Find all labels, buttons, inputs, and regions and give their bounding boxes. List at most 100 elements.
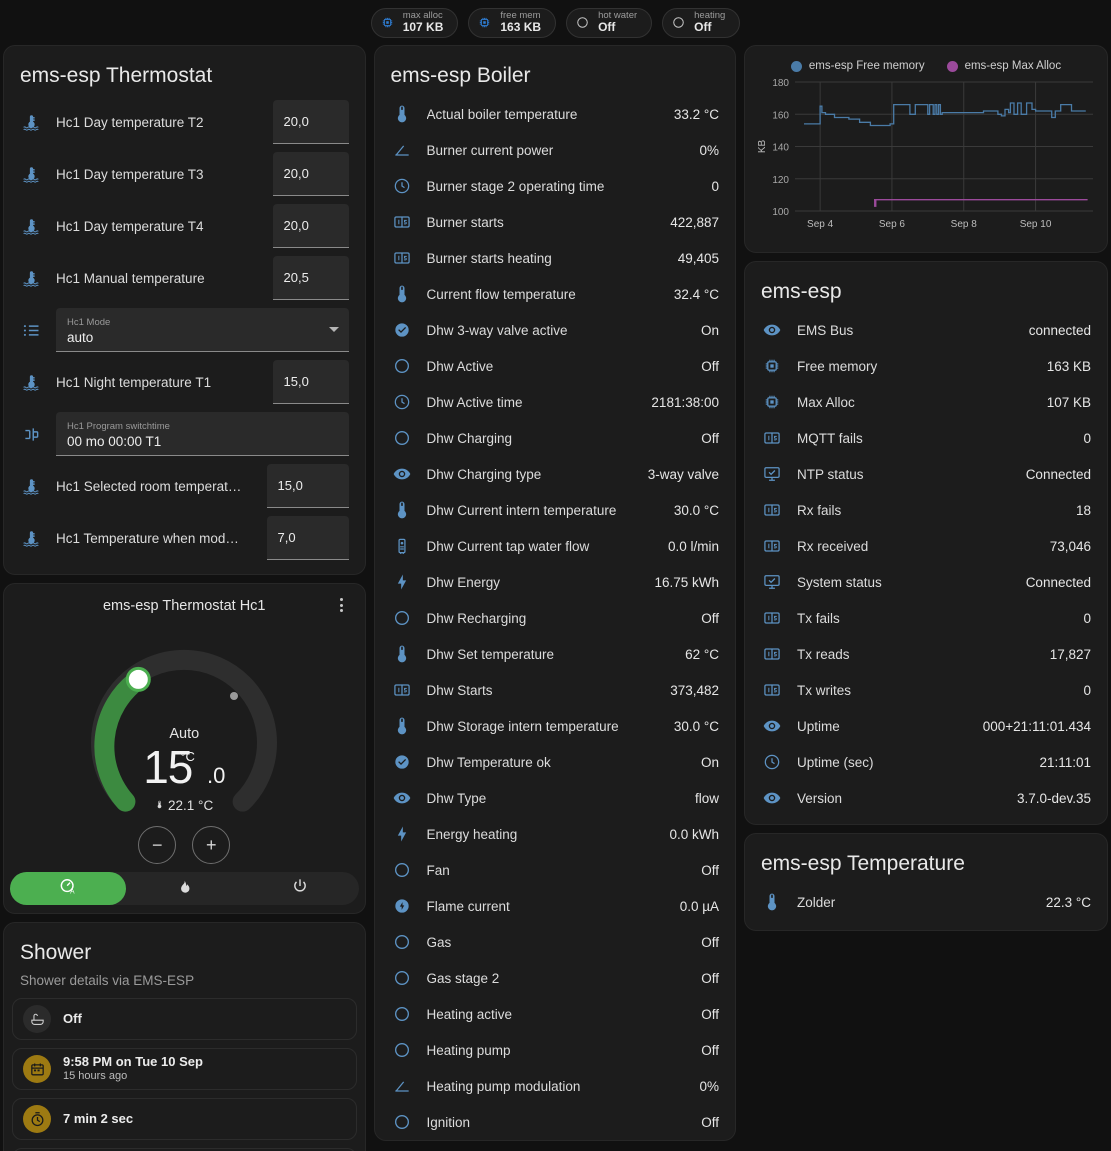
status-chip[interactable]: free mem 163 KB (468, 7, 557, 38)
temperature-entity-list: Zolder 22.3 °C (745, 884, 1107, 920)
entity-row[interactable]: System status Connected (745, 564, 1107, 600)
thermostat-control-row[interactable]: Hc1 Temperature when mod… 7,0 (4, 512, 365, 564)
entity-label: Dhw Type (426, 790, 487, 806)
heat-mode-button[interactable] (126, 872, 242, 905)
shower-row[interactable]: 9:58 PM on Tue 10 Sep 15 hours ago (12, 1048, 357, 1090)
more-options-icon[interactable] (333, 596, 351, 614)
entity-row[interactable]: Dhw Current intern temperature 30.0 °C (375, 492, 736, 528)
gauge-icon (391, 140, 413, 160)
entity-row[interactable]: Dhw Energy 16.75 kWh (375, 564, 736, 600)
entity-row[interactable]: Tx fails 0 (745, 600, 1107, 636)
entity-row[interactable]: Rx received 73,046 (745, 528, 1107, 564)
thermostat-control-row[interactable]: Hc1 Manual temperature 20,5 (4, 252, 365, 304)
thermostat-control-row[interactable]: Hc1 Day temperature T2 20,0 (4, 96, 365, 148)
entity-row[interactable]: Dhw Recharging Off (375, 600, 736, 636)
temperature-dial[interactable] (59, 618, 309, 868)
clock-icon (391, 392, 413, 412)
circle-outline-icon (391, 428, 413, 448)
entity-row[interactable]: Dhw Starts 373,482 (375, 672, 736, 708)
entity-row[interactable]: Gas Off (375, 924, 736, 960)
thermostat-control-row[interactable]: Hc1 Day temperature T4 20,0 (4, 200, 365, 252)
entity-row[interactable]: Tx reads 17,827 (745, 636, 1107, 672)
thermostat-control-row[interactable]: Hc1 Night temperature T1 15,0 (4, 356, 365, 408)
entity-label: Dhw Energy (426, 574, 501, 590)
entity-row[interactable]: Rx fails 18 (745, 492, 1107, 528)
entity-row[interactable]: Dhw Type flow (375, 780, 736, 816)
mode-select[interactable]: Hc1 Mode auto (56, 308, 349, 352)
entity-row[interactable]: Heating pump Off (375, 1032, 736, 1068)
entity-row[interactable]: Uptime 000+21:11:01.434 (745, 708, 1107, 744)
entity-row[interactable]: Burner current power 0% (375, 132, 736, 168)
entity-row[interactable]: Dhw Charging Off (375, 420, 736, 456)
entity-row[interactable]: Energy heating 0.0 kWh (375, 816, 736, 852)
entity-row[interactable]: Dhw Storage intern temperature 30.0 °C (375, 708, 736, 744)
decrease-temperature-button[interactable]: − (138, 826, 177, 864)
chevron-down-icon[interactable] (328, 326, 339, 332)
thermostat-control-row[interactable]: Hc1 Mode auto (4, 304, 365, 356)
entity-value: 30.0 °C (673, 502, 719, 518)
status-chip[interactable]: heating Off (662, 7, 741, 38)
thermometer-icon (391, 104, 413, 124)
text-input[interactable]: Hc1 Program switchtime 00 mo 00:00 T1 (56, 412, 349, 456)
shower-row[interactable]: 7 min 2 sec (12, 1098, 357, 1140)
thermostat-control-row[interactable]: Hc1 Selected room temperat… 15,0 (4, 460, 365, 512)
entity-row[interactable]: Zolder 22.3 °C (745, 884, 1107, 920)
counter-icon (391, 248, 413, 268)
entity-row[interactable]: Actual boiler temperature 33.2 °C (375, 96, 736, 132)
shower-row[interactable]: Off (12, 998, 357, 1040)
entity-row[interactable]: Burner starts 422,887 (375, 204, 736, 240)
entity-row[interactable]: EMS Bus connected (745, 312, 1107, 348)
status-chip[interactable]: hot water Off (566, 7, 653, 38)
memory-history-chart[interactable]: 100 120 140 160 180 Sep 4 Sep 6 Sep 8 Sep 10 KB (751, 76, 1101, 241)
entity-label: Tx fails (797, 610, 840, 626)
entity-row[interactable]: Gas stage 2 Off (375, 960, 736, 996)
entity-row[interactable]: MQTT fails 0 (745, 420, 1107, 456)
entity-row[interactable]: Version 3.7.0-dev.35 (745, 780, 1107, 816)
chart-legend-item[interactable]: ems-esp Free memory (790, 60, 925, 72)
entity-row[interactable]: Dhw Temperature ok On (375, 744, 736, 780)
number-input[interactable]: 20,0 (272, 152, 349, 196)
entity-row[interactable]: Flame current 0.0 µA (375, 888, 736, 924)
entity-row[interactable]: Free memory 163 KB (745, 348, 1107, 384)
entity-row[interactable]: Heating active Off (375, 996, 736, 1032)
number-input[interactable]: 20,0 (272, 100, 349, 144)
increase-temperature-button[interactable]: + (192, 826, 231, 864)
entity-row[interactable]: Fan Off (375, 852, 736, 888)
number-input[interactable]: 20,0 (272, 204, 349, 248)
chart-legend-item[interactable]: ems-esp Max Alloc (946, 60, 1061, 72)
entity-row[interactable]: Dhw Charging type 3-way valve (375, 456, 736, 492)
auto-mode-button[interactable]: A (10, 872, 127, 905)
thermometer-icon (391, 284, 413, 304)
entity-row[interactable]: Dhw 3-way valve active On (375, 312, 736, 348)
entity-row[interactable]: Dhw Active time 2181:38:00 (375, 384, 736, 420)
entity-row[interactable]: Burner stage 2 operating time 0 (375, 168, 736, 204)
entity-label: Free memory (797, 358, 878, 374)
thermostat-control-row[interactable]: Hc1 Day temperature T3 20,0 (4, 148, 365, 200)
thermostat-control-row[interactable]: Hc1 Program switchtime 00 mo 00:00 T1 (4, 408, 365, 460)
number-input[interactable]: 7,0 (266, 516, 349, 560)
entity-row[interactable]: Current flow temperature 32.4 °C (375, 276, 736, 312)
chip-icon (380, 15, 395, 30)
dial-card-header: ems-esp Thermostat Hc1 (4, 584, 365, 618)
status-chip[interactable]: max alloc 107 KB (370, 7, 459, 38)
coolant-temperature-icon (20, 528, 42, 549)
entity-row[interactable]: Dhw Current tap water flow 0.0 l/min (375, 528, 736, 564)
entity-row[interactable]: Tx writes 0 (745, 672, 1107, 708)
entity-row[interactable]: Dhw Set temperature 62 °C (375, 636, 736, 672)
entity-row[interactable]: Max Alloc 107 KB (745, 384, 1107, 420)
number-input[interactable]: 20,5 (272, 256, 349, 300)
entity-row[interactable]: Ignition Off (375, 1104, 736, 1140)
legend-color-dot (946, 60, 958, 72)
number-input[interactable]: 15,0 (266, 464, 349, 508)
off-mode-button[interactable] (242, 872, 358, 905)
eye-icon (391, 788, 413, 808)
thermostat-auto-icon: A (58, 876, 78, 901)
entity-row[interactable]: Burner starts heating 49,405 (375, 240, 736, 276)
entity-row[interactable]: Heating pump modulation 0% (375, 1068, 736, 1104)
entity-row[interactable]: NTP status Connected (745, 456, 1107, 492)
clock-icon (391, 176, 413, 196)
number-input[interactable]: 15,0 (272, 360, 349, 404)
entity-row[interactable]: Dhw Active Off (375, 348, 736, 384)
entity-value: 33.2 °C (673, 106, 719, 122)
entity-row[interactable]: Uptime (sec) 21:11:01 (745, 744, 1107, 780)
